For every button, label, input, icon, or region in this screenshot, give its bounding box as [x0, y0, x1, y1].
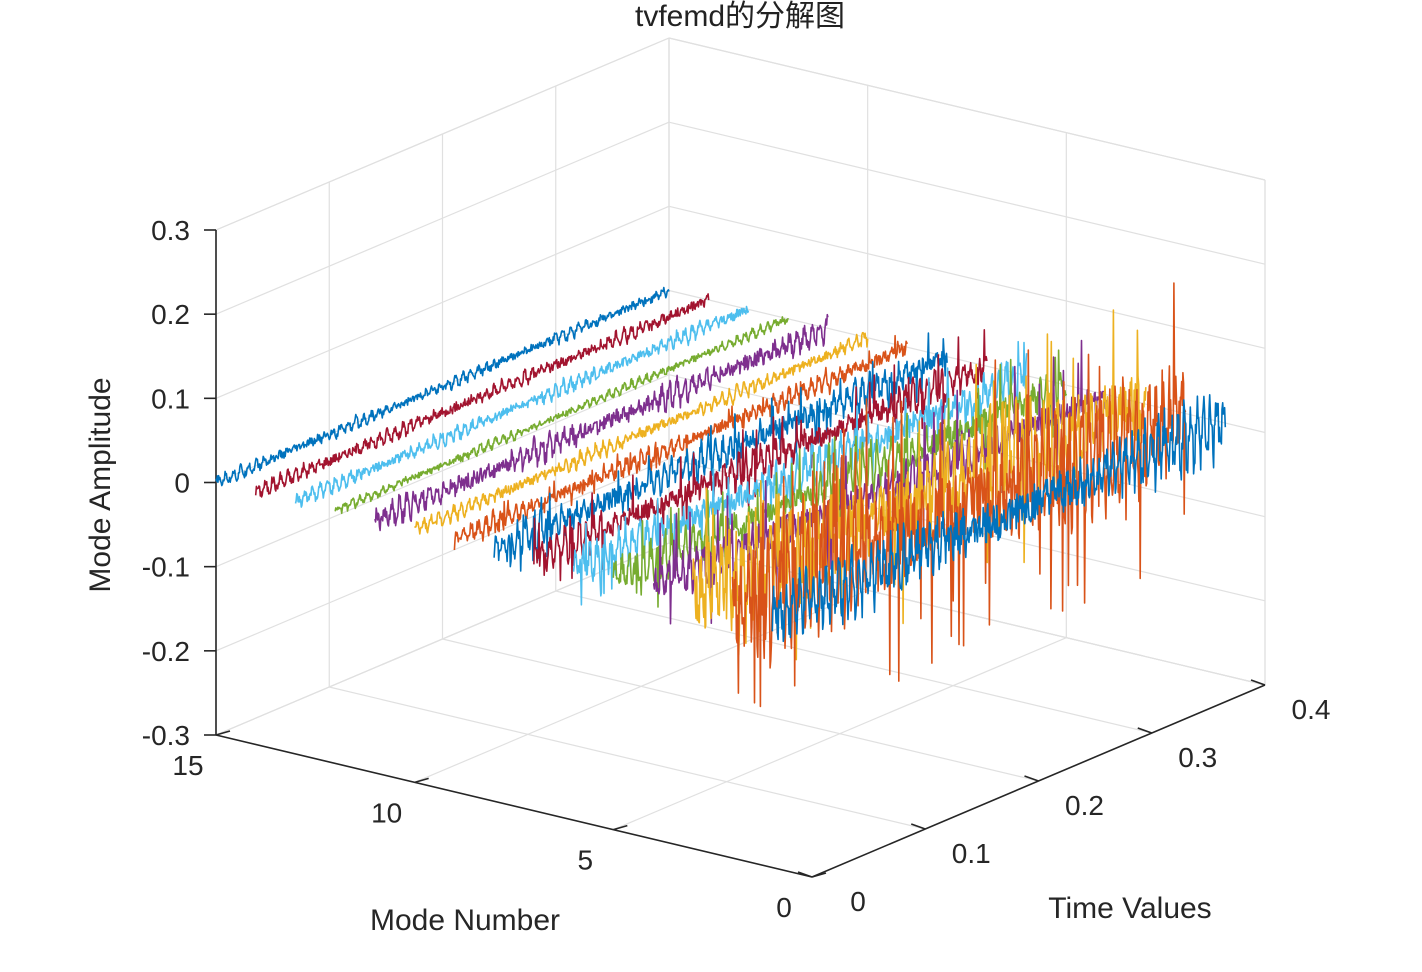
amplitude-tick-label: -0.3 [142, 720, 190, 751]
series-lines [215, 282, 1227, 708]
x-axis-label: Time Values [1048, 892, 1211, 925]
grid-line-amp-right [668, 37, 1266, 181]
z-axis-label: Mode Amplitude [84, 377, 117, 592]
grid-line-amp-back [215, 37, 670, 231]
mode-tick-label: 10 [371, 797, 402, 828]
time-tick-label: 0.3 [1178, 742, 1217, 773]
amplitude-tick-label: -0.1 [142, 552, 190, 583]
series-line-mode-14 [254, 293, 710, 498]
time-tick-label: 0.1 [952, 838, 991, 869]
mode-tick [811, 872, 827, 878]
grid-line-amp-back [215, 121, 670, 315]
series-line-mode-9 [453, 334, 909, 551]
series-line-mode-1 [771, 393, 1227, 643]
series-line-mode-8 [493, 332, 948, 572]
grid-line-amp-right [668, 289, 1266, 434]
series-line-mode-10 [414, 331, 869, 535]
grid-line-time-floor [329, 686, 926, 830]
mode-tick-label: 15 [172, 750, 203, 781]
amplitude-tick-label: -0.2 [142, 636, 190, 667]
time-tick [1250, 679, 1266, 686]
grid-line-amp-right [668, 205, 1266, 349]
axes [204, 229, 1266, 878]
mode-tick [414, 777, 429, 784]
grid-line-amp-back [215, 205, 670, 399]
grid-line-mode-floor [414, 589, 868, 783]
series-line-mode-2 [731, 282, 1187, 708]
mode-tick [613, 824, 628, 831]
grid-line-mode-floor [613, 637, 1067, 831]
amplitude-tick-label: 0 [174, 468, 190, 499]
tick-labels: 0 0.1 0.2 0.3 0.4 0 5 10 15-0.3 -0.2 -0.1 0 0.1 0.2 0.… [142, 215, 1331, 923]
series-line-mode-15 [215, 286, 670, 487]
amplitude-tick-label: 0.3 [151, 215, 190, 246]
amplitude-tick-label: 0.2 [151, 299, 190, 330]
time-tick [1137, 727, 1153, 734]
amplitude-tick-label: 0.1 [151, 383, 190, 414]
time-tick-label: 0.2 [1065, 790, 1104, 821]
grid-line-time-floor [442, 638, 1039, 782]
time-tick [910, 823, 926, 830]
chart-title: tvfemd的分解图 [635, 0, 845, 33]
grid-line-amp-right [668, 121, 1266, 265]
y-axis-label: Mode Number [370, 904, 560, 937]
time-tick [797, 871, 813, 878]
mode-axis [215, 734, 813, 878]
mode-tick-label: 5 [578, 845, 594, 876]
series-line-mode-12 [334, 316, 789, 515]
mode-tick [215, 730, 231, 736]
time-tick-label: 0 [850, 886, 866, 917]
grid-line-time-floor [555, 590, 1152, 734]
series-line-mode-13 [294, 305, 750, 508]
grid-line-amp-back [215, 374, 670, 568]
mode-tick-label: 0 [776, 892, 792, 923]
time-tick [1024, 775, 1039, 782]
series-line-mode-7 [533, 328, 988, 582]
series-line-mode-11 [374, 313, 829, 532]
time-tick-label: 0.4 [1292, 694, 1331, 725]
